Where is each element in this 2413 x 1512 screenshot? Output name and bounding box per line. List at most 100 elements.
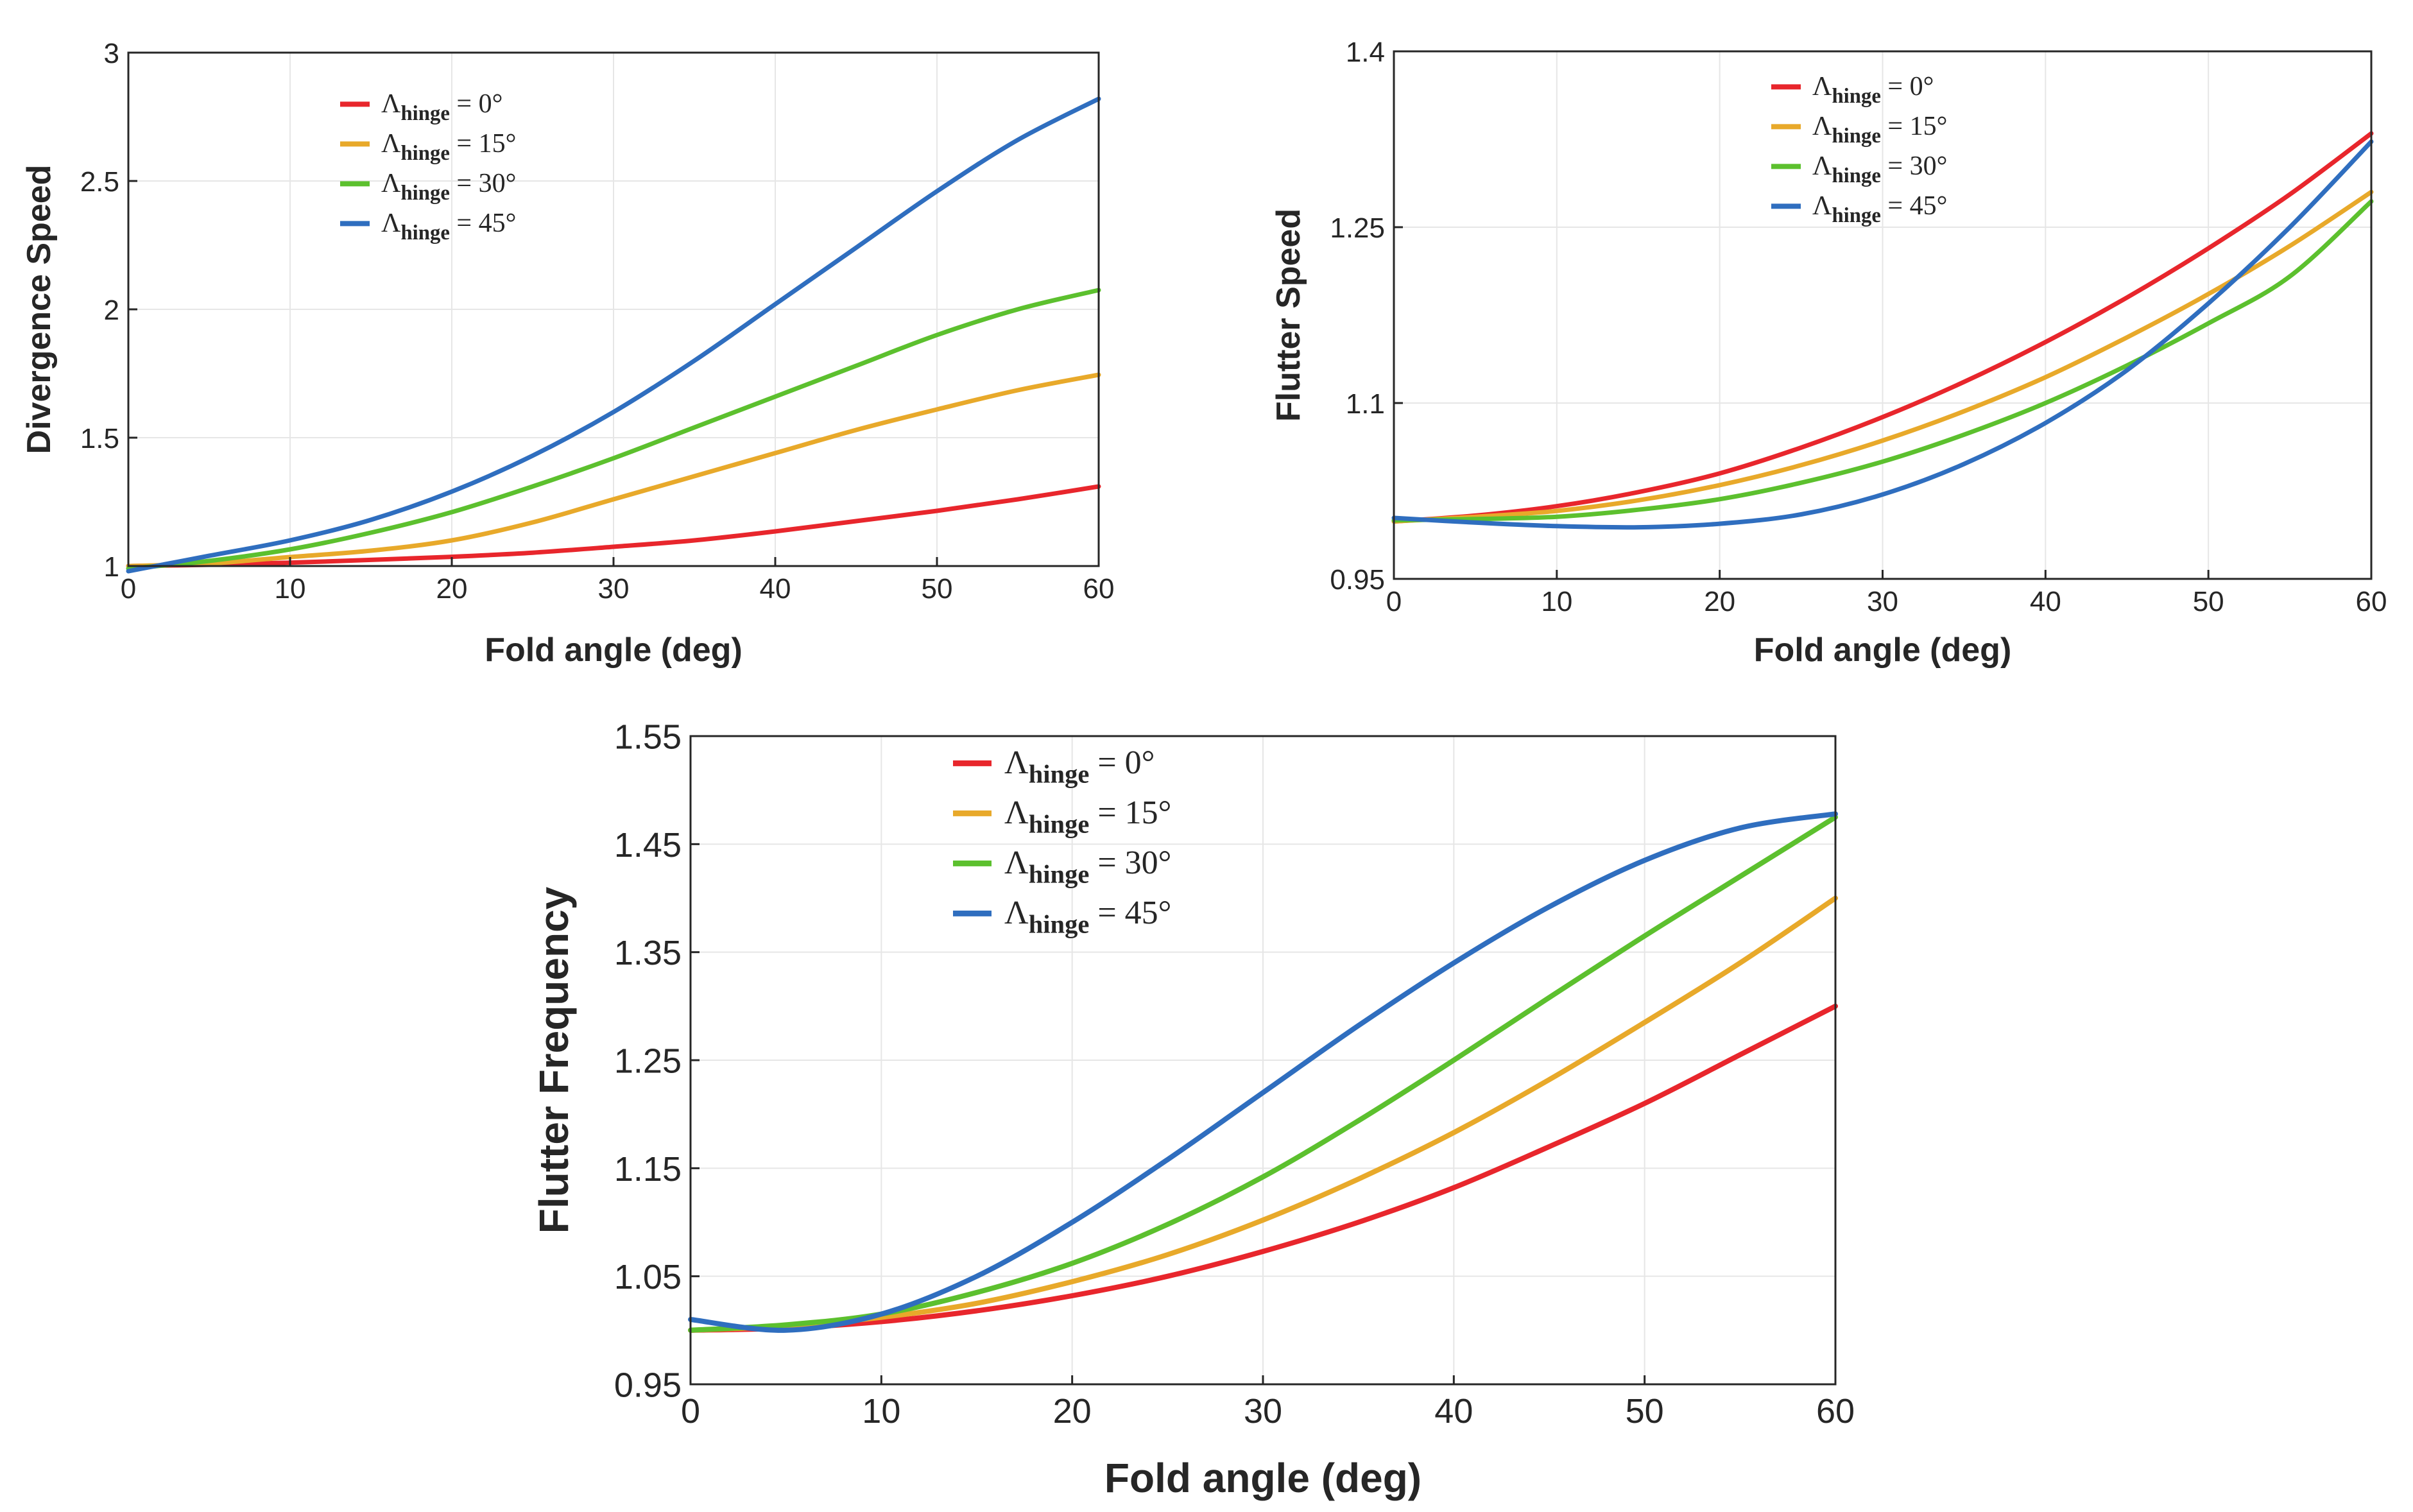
legend-label: Λhinge = 30° xyxy=(1004,845,1171,889)
y-tick-label: 1.5 xyxy=(80,423,119,454)
legend-subscript: hinge xyxy=(1832,85,1880,108)
legend-label: Λhinge = 45° xyxy=(381,209,516,245)
legend: Λhinge = 0°Λhinge = 15°Λhinge = 30°Λhing… xyxy=(1771,72,1947,227)
legend-subscript: hinge xyxy=(1029,760,1090,789)
legend-subscript: hinge xyxy=(1832,204,1880,227)
legend-subscript: hinge xyxy=(400,102,449,125)
legend-subscript: hinge xyxy=(1832,164,1880,187)
legend-label: Λhinge = 30° xyxy=(1812,151,1947,187)
x-tick-label: 10 xyxy=(275,573,306,605)
legend-item-1: Λhinge = 15° xyxy=(1771,112,1947,148)
x-axis-title: Fold angle (deg) xyxy=(1754,631,2012,669)
legend-label: Λhinge = 30° xyxy=(381,169,516,205)
legend-symbol: Λ xyxy=(381,129,401,159)
legend: Λhinge = 0°Λhinge = 15°Λhinge = 30°Λhing… xyxy=(340,89,516,245)
legend-subscript: hinge xyxy=(1029,810,1090,839)
legend-subscript: hinge xyxy=(400,221,449,245)
x-axis-title: Fold angle (deg) xyxy=(1104,1455,1421,1501)
x-tick-label: 20 xyxy=(1704,586,1735,617)
y-tick-label: 1.05 xyxy=(614,1258,682,1296)
x-tick-label: 20 xyxy=(436,573,468,605)
legend-item-3: Λhinge = 45° xyxy=(953,895,1171,939)
legend-value: = 45° xyxy=(1089,895,1171,931)
legend-label: Λhinge = 15° xyxy=(381,129,516,165)
x-tick-label: 40 xyxy=(760,573,791,605)
legend-value: = 15° xyxy=(1089,795,1171,831)
legend-symbol: Λ xyxy=(381,169,401,198)
legend-label: Λhinge = 45° xyxy=(1004,895,1171,939)
x-tick-label: 10 xyxy=(1541,586,1572,617)
legend-label: Λhinge = 45° xyxy=(1812,191,1947,227)
legend-label: Λhinge = 15° xyxy=(1812,112,1947,148)
x-tick-label: 0 xyxy=(1386,586,1402,617)
legend-subscript: hinge xyxy=(1832,125,1880,148)
legend: Λhinge = 0°Λhinge = 15°Λhinge = 30°Λhing… xyxy=(953,744,1171,939)
legend-value: = 45° xyxy=(1881,191,1947,221)
x-tick-label: 30 xyxy=(598,573,630,605)
x-tick-label: 40 xyxy=(1434,1392,1473,1430)
legend-item-3: Λhinge = 45° xyxy=(340,209,516,245)
y-axis-title: Flutter Frequency xyxy=(531,886,577,1233)
legend-symbol: Λ xyxy=(1812,72,1832,101)
x-tick-label: 50 xyxy=(1626,1392,1664,1430)
y-tick-label: 0.95 xyxy=(614,1366,682,1404)
legend-value: = 30° xyxy=(1089,845,1171,881)
legend-value: = 30° xyxy=(1881,151,1947,181)
y-axis-title: Flutter Speed xyxy=(1270,209,1307,422)
series-lines xyxy=(688,811,1838,1333)
legend-item-1: Λhinge = 15° xyxy=(340,129,516,165)
legend-item-2: Λhinge = 30° xyxy=(953,845,1171,889)
y-tick-label: 2.5 xyxy=(80,166,119,198)
legend-item-3: Λhinge = 45° xyxy=(1771,191,1947,227)
y-tick-label: 1.35 xyxy=(614,934,682,972)
legend-value: = 0° xyxy=(450,89,502,119)
legend-value: = 15° xyxy=(450,129,516,159)
legend-symbol: Λ xyxy=(381,209,401,238)
legend-value: = 45° xyxy=(450,209,516,238)
x-axis-title: Fold angle (deg) xyxy=(485,631,743,669)
y-tick-label: 1.25 xyxy=(614,1042,682,1080)
y-tick-label: 2 xyxy=(104,295,119,326)
legend-label: Λhinge = 0° xyxy=(1812,72,1934,108)
legend-symbol: Λ xyxy=(1004,895,1029,931)
y-tick-label: 1.25 xyxy=(1330,212,1385,244)
divergence-speed-chart: 0 10 20 30 40 50 60 1 1.5 2 2.5 3 Fold angle (deg) Di… xyxy=(21,38,1114,669)
series-line-1 xyxy=(688,895,1838,1333)
legend-symbol: Λ xyxy=(1812,151,1832,181)
series-line-3 xyxy=(688,811,1838,1333)
y-tick-label: 1.1 xyxy=(1346,388,1385,420)
legend-item-0: Λhinge = 0° xyxy=(1771,72,1934,108)
legend-symbol: Λ xyxy=(381,89,401,119)
series-line-2 xyxy=(126,288,1101,571)
x-tick-label: 60 xyxy=(1816,1392,1855,1430)
y-tick-label: 1 xyxy=(104,551,119,583)
legend-value: = 30° xyxy=(450,169,516,198)
x-tick-label: 60 xyxy=(2356,586,2387,617)
legend-item-0: Λhinge = 0° xyxy=(340,89,502,125)
x-tick-label: 30 xyxy=(1867,586,1898,617)
legend-value: = 0° xyxy=(1089,744,1155,781)
legend-subscript: hinge xyxy=(400,142,449,165)
x-tick-label: 60 xyxy=(1083,573,1115,605)
x-tick-label: 20 xyxy=(1053,1392,1092,1430)
y-tick-label: 1.15 xyxy=(614,1150,682,1189)
legend-label: Λhinge = 0° xyxy=(1004,744,1155,789)
legend-subscript: hinge xyxy=(400,182,449,205)
series-line-2 xyxy=(1391,199,2374,523)
legend-label: Λhinge = 0° xyxy=(381,89,502,125)
legend-symbol: Λ xyxy=(1812,112,1832,141)
series-lines xyxy=(1391,131,2374,530)
series-line-0 xyxy=(688,1003,1838,1333)
y-tick-label: 1.55 xyxy=(614,717,682,756)
series-line-1 xyxy=(1391,189,2374,524)
legend-label: Λhinge = 15° xyxy=(1004,795,1171,839)
x-tick-label: 10 xyxy=(862,1392,900,1430)
legend-subscript: hinge xyxy=(1029,860,1090,889)
x-tick-label: 50 xyxy=(2193,586,2224,617)
legend-item-2: Λhinge = 30° xyxy=(1771,151,1947,187)
x-tick-label: 40 xyxy=(2030,586,2061,617)
series-line-3 xyxy=(1391,139,2374,530)
series-line-3 xyxy=(126,96,1101,574)
legend-item-2: Λhinge = 30° xyxy=(340,169,516,205)
